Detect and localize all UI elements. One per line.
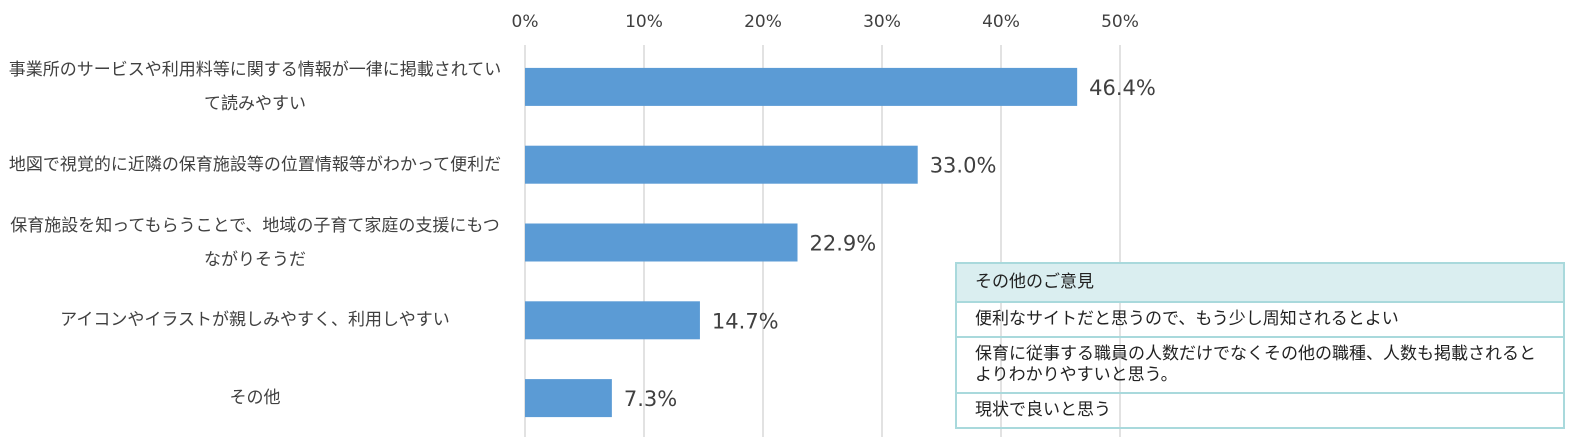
x-tick-label: 50%: [1101, 12, 1139, 32]
category-label: その他: [229, 388, 281, 409]
value-label: 46.4%: [1089, 76, 1156, 100]
table-row: 現状で良いと思う: [957, 392, 1563, 427]
x-tick-label: 30%: [863, 12, 901, 32]
category-label: アイコンやイラストが親しみやすく、利用しやすい: [60, 310, 450, 331]
value-label: 14.7%: [712, 309, 779, 333]
category-label: 事業所のサービスや利用料等に関する情報が一律に掲載されていて読みやすい: [8, 59, 502, 114]
x-tick-label: 10%: [625, 12, 663, 32]
bar: [525, 301, 700, 340]
value-label: 7.3%: [624, 387, 677, 411]
x-tick-label: 0%: [512, 12, 539, 32]
table-row: 保育に従事する職員の人数だけでなくその他の職種、人数も掲載されるとよりわかりやす…: [957, 336, 1563, 392]
table-row: 便利なサイトだと思うので、もう少し周知されるとよい: [957, 301, 1563, 336]
category-label: 保育施設を知ってもらうことで、地域の子育て家庭の支援にもつながりそうだ: [10, 215, 500, 270]
opinion-table: その他のご意見 便利なサイトだと思うので、もう少し周知されるとよい 保育に従事す…: [955, 262, 1565, 429]
value-label: 33.0%: [930, 154, 997, 178]
bar: [525, 223, 798, 262]
table-title: その他のご意見: [957, 264, 1563, 301]
bar: [525, 145, 918, 184]
category-label: 地図で視覚的に近隣の保育施設等の位置情報等がわかって便利だ: [8, 154, 502, 175]
bar: [525, 379, 612, 418]
value-label: 22.9%: [810, 232, 877, 256]
bar: [525, 67, 1078, 106]
x-tick-label: 20%: [744, 12, 782, 32]
x-tick-label: 40%: [982, 12, 1020, 32]
